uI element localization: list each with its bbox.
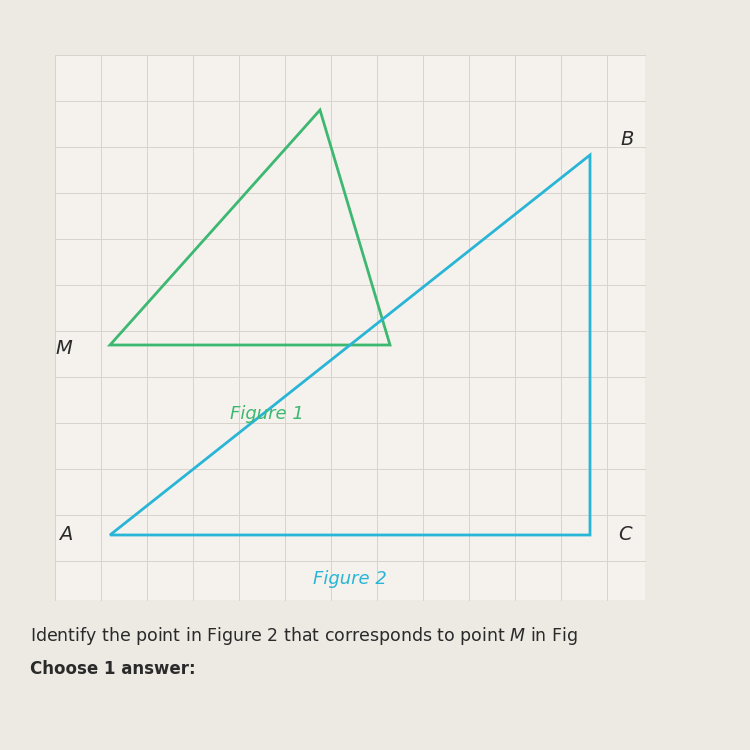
- Text: A: A: [58, 526, 72, 544]
- Text: C: C: [618, 526, 632, 544]
- Text: M: M: [56, 338, 72, 358]
- Text: Identify the point in Figure 2 that corresponds to point $M$ in Fig: Identify the point in Figure 2 that corr…: [30, 625, 578, 647]
- Text: Figure 2: Figure 2: [313, 570, 387, 588]
- Text: Figure 1: Figure 1: [230, 405, 304, 423]
- Text: Choose 1 answer:: Choose 1 answer:: [30, 660, 196, 678]
- Text: B: B: [620, 130, 633, 149]
- Bar: [55, 55, 645, 600]
